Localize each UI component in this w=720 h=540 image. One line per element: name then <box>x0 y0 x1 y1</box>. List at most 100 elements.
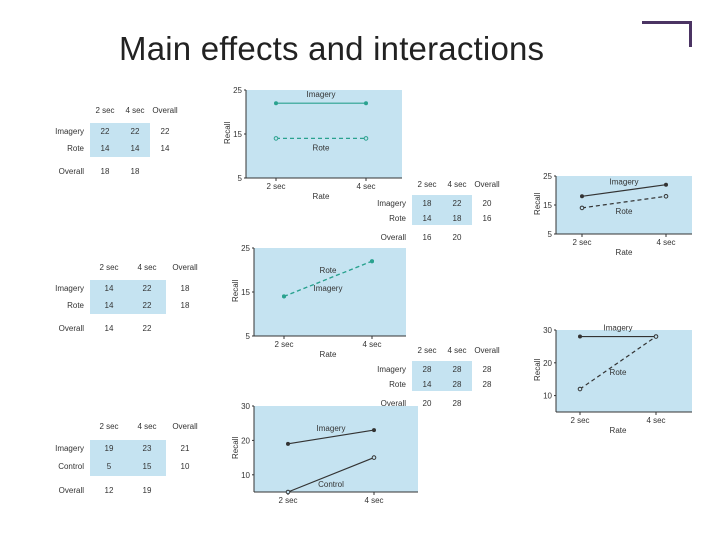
table-cell: 21 <box>180 444 190 453</box>
table-col-header: 4 sec <box>447 180 467 189</box>
table-col-header: 4 sec <box>125 106 145 115</box>
series-label: Imagery <box>610 178 639 187</box>
table-col-header: Overall <box>172 263 198 272</box>
table-cell: 14 <box>130 144 140 153</box>
table-cell: 23 <box>142 444 152 453</box>
table-col-header: 2 sec <box>417 346 437 355</box>
data-point <box>578 334 582 339</box>
y-tick-label: 30 <box>543 326 552 335</box>
data-point <box>664 182 668 187</box>
table-cell: 28 <box>482 365 492 374</box>
table-cell: 14 <box>160 144 170 153</box>
table-cell: 19 <box>104 444 114 453</box>
series-line <box>287 457 375 493</box>
data-point <box>371 455 377 460</box>
x-axis-label: Rate <box>610 426 627 435</box>
data-point <box>273 136 279 141</box>
table-col-header: 2 sec <box>95 106 115 115</box>
table-cell: 18 <box>180 301 190 310</box>
table-shade <box>90 280 166 314</box>
series-label: Imagery <box>307 90 336 99</box>
table-cell: 5 <box>106 462 112 471</box>
y-tick-label: 25 <box>233 86 242 95</box>
x-tick-label: 4 sec <box>646 416 665 425</box>
chart-svg: 30 20 10 Recall 2 sec 4 sec Imagery Control <box>231 402 418 505</box>
table-cell: 18 <box>422 199 432 208</box>
data-point <box>274 101 278 106</box>
data-point <box>285 489 291 495</box>
table-cell: 22 <box>142 301 152 310</box>
series-line <box>283 260 373 297</box>
y-tick-label: 5 <box>246 332 251 341</box>
table-cell: 28 <box>452 365 462 374</box>
table-cell: 19 <box>142 486 152 495</box>
chart-4: 30 20 10 Recall 2 sec 4 sec Rate Imagery Rote <box>530 324 696 436</box>
chart-svg: 25 15 5 Recall 2 sec 4 sec Rate Imagery Rote <box>223 86 402 201</box>
plot-area <box>556 176 692 234</box>
table-row-label: Rote <box>67 301 84 310</box>
plot-area <box>254 248 406 336</box>
table-cell: 14 <box>104 324 114 333</box>
table-cell: 28 <box>422 365 432 374</box>
series-label: Imagery <box>314 284 343 293</box>
y-tick-label: 15 <box>241 288 250 297</box>
series-line <box>581 184 667 197</box>
series-line <box>579 336 657 390</box>
table-row-label: Overall <box>380 233 406 242</box>
table-col-header: Overall <box>474 346 500 355</box>
table-col-header: 2 sec <box>99 263 119 272</box>
series-label: Control <box>318 480 344 489</box>
plot-area <box>254 406 418 492</box>
table-row-label: Control <box>58 462 84 471</box>
table-cell: 18 <box>452 214 462 223</box>
x-tick-label: 2 sec <box>266 182 285 191</box>
y-axis-label: Recall <box>533 193 542 215</box>
table-cell: 12 <box>104 486 114 495</box>
table-col-header: 2 sec <box>99 422 119 431</box>
x-axis-label: Rate <box>313 192 330 201</box>
data-point <box>579 205 585 211</box>
corner-bracket-top <box>642 21 692 24</box>
table-cell: 22 <box>130 127 140 136</box>
table-cell: 18 <box>180 284 190 293</box>
table-cell: 18 <box>130 167 140 176</box>
chart-1: 25 15 5 Recall 2 sec 4 sec Rate Imagery Rote <box>220 84 406 202</box>
y-tick-label: 30 <box>241 402 250 411</box>
series-label: Imagery <box>317 424 346 433</box>
data-point <box>364 101 368 106</box>
table-row-label: Rote <box>67 144 84 153</box>
x-tick-label: 4 sec <box>356 182 375 191</box>
y-tick-label: 15 <box>233 130 242 139</box>
chart-svg: 30 20 10 Recall 2 sec 4 sec Rate Imagery Rote <box>533 324 692 435</box>
table-cell: 14 <box>422 380 432 389</box>
x-tick-label: 2 sec <box>278 496 297 505</box>
data-point <box>663 194 669 199</box>
table-cell: 22 <box>100 127 110 136</box>
table-cell: 22 <box>142 324 152 333</box>
y-axis-label: Recall <box>223 122 232 144</box>
data-point <box>653 334 659 339</box>
x-tick-label: 4 sec <box>364 496 383 505</box>
y-tick-label: 10 <box>543 392 552 401</box>
table-row-label: Overall <box>380 399 406 408</box>
y-axis-label: Recall <box>231 437 240 459</box>
table-cell: 28 <box>452 399 462 408</box>
table-col-header: 4 sec <box>137 263 157 272</box>
table-col-header: Overall <box>172 422 198 431</box>
table-cell: 20 <box>482 199 492 208</box>
series-label: Rote <box>610 368 627 377</box>
table-col-header: Overall <box>152 106 178 115</box>
x-tick-label: 2 sec <box>274 340 293 349</box>
table-row-label: Imagery <box>377 199 406 208</box>
plot-area <box>556 330 692 412</box>
chart-5: 30 20 10 Recall 2 sec 4 sec Imagery Control <box>228 402 422 516</box>
table-row-label: Imagery <box>377 365 406 374</box>
y-tick-label: 20 <box>543 359 552 368</box>
table-shade <box>90 123 150 157</box>
table-cell: 16 <box>482 214 492 223</box>
table-row-label: Rote <box>389 214 406 223</box>
chart-svg: 25 15 5 Recall 2 sec 4 sec Rate Imagery Rote <box>533 172 692 257</box>
data-point <box>282 294 286 299</box>
data-point <box>580 194 584 199</box>
data-point <box>363 136 369 141</box>
